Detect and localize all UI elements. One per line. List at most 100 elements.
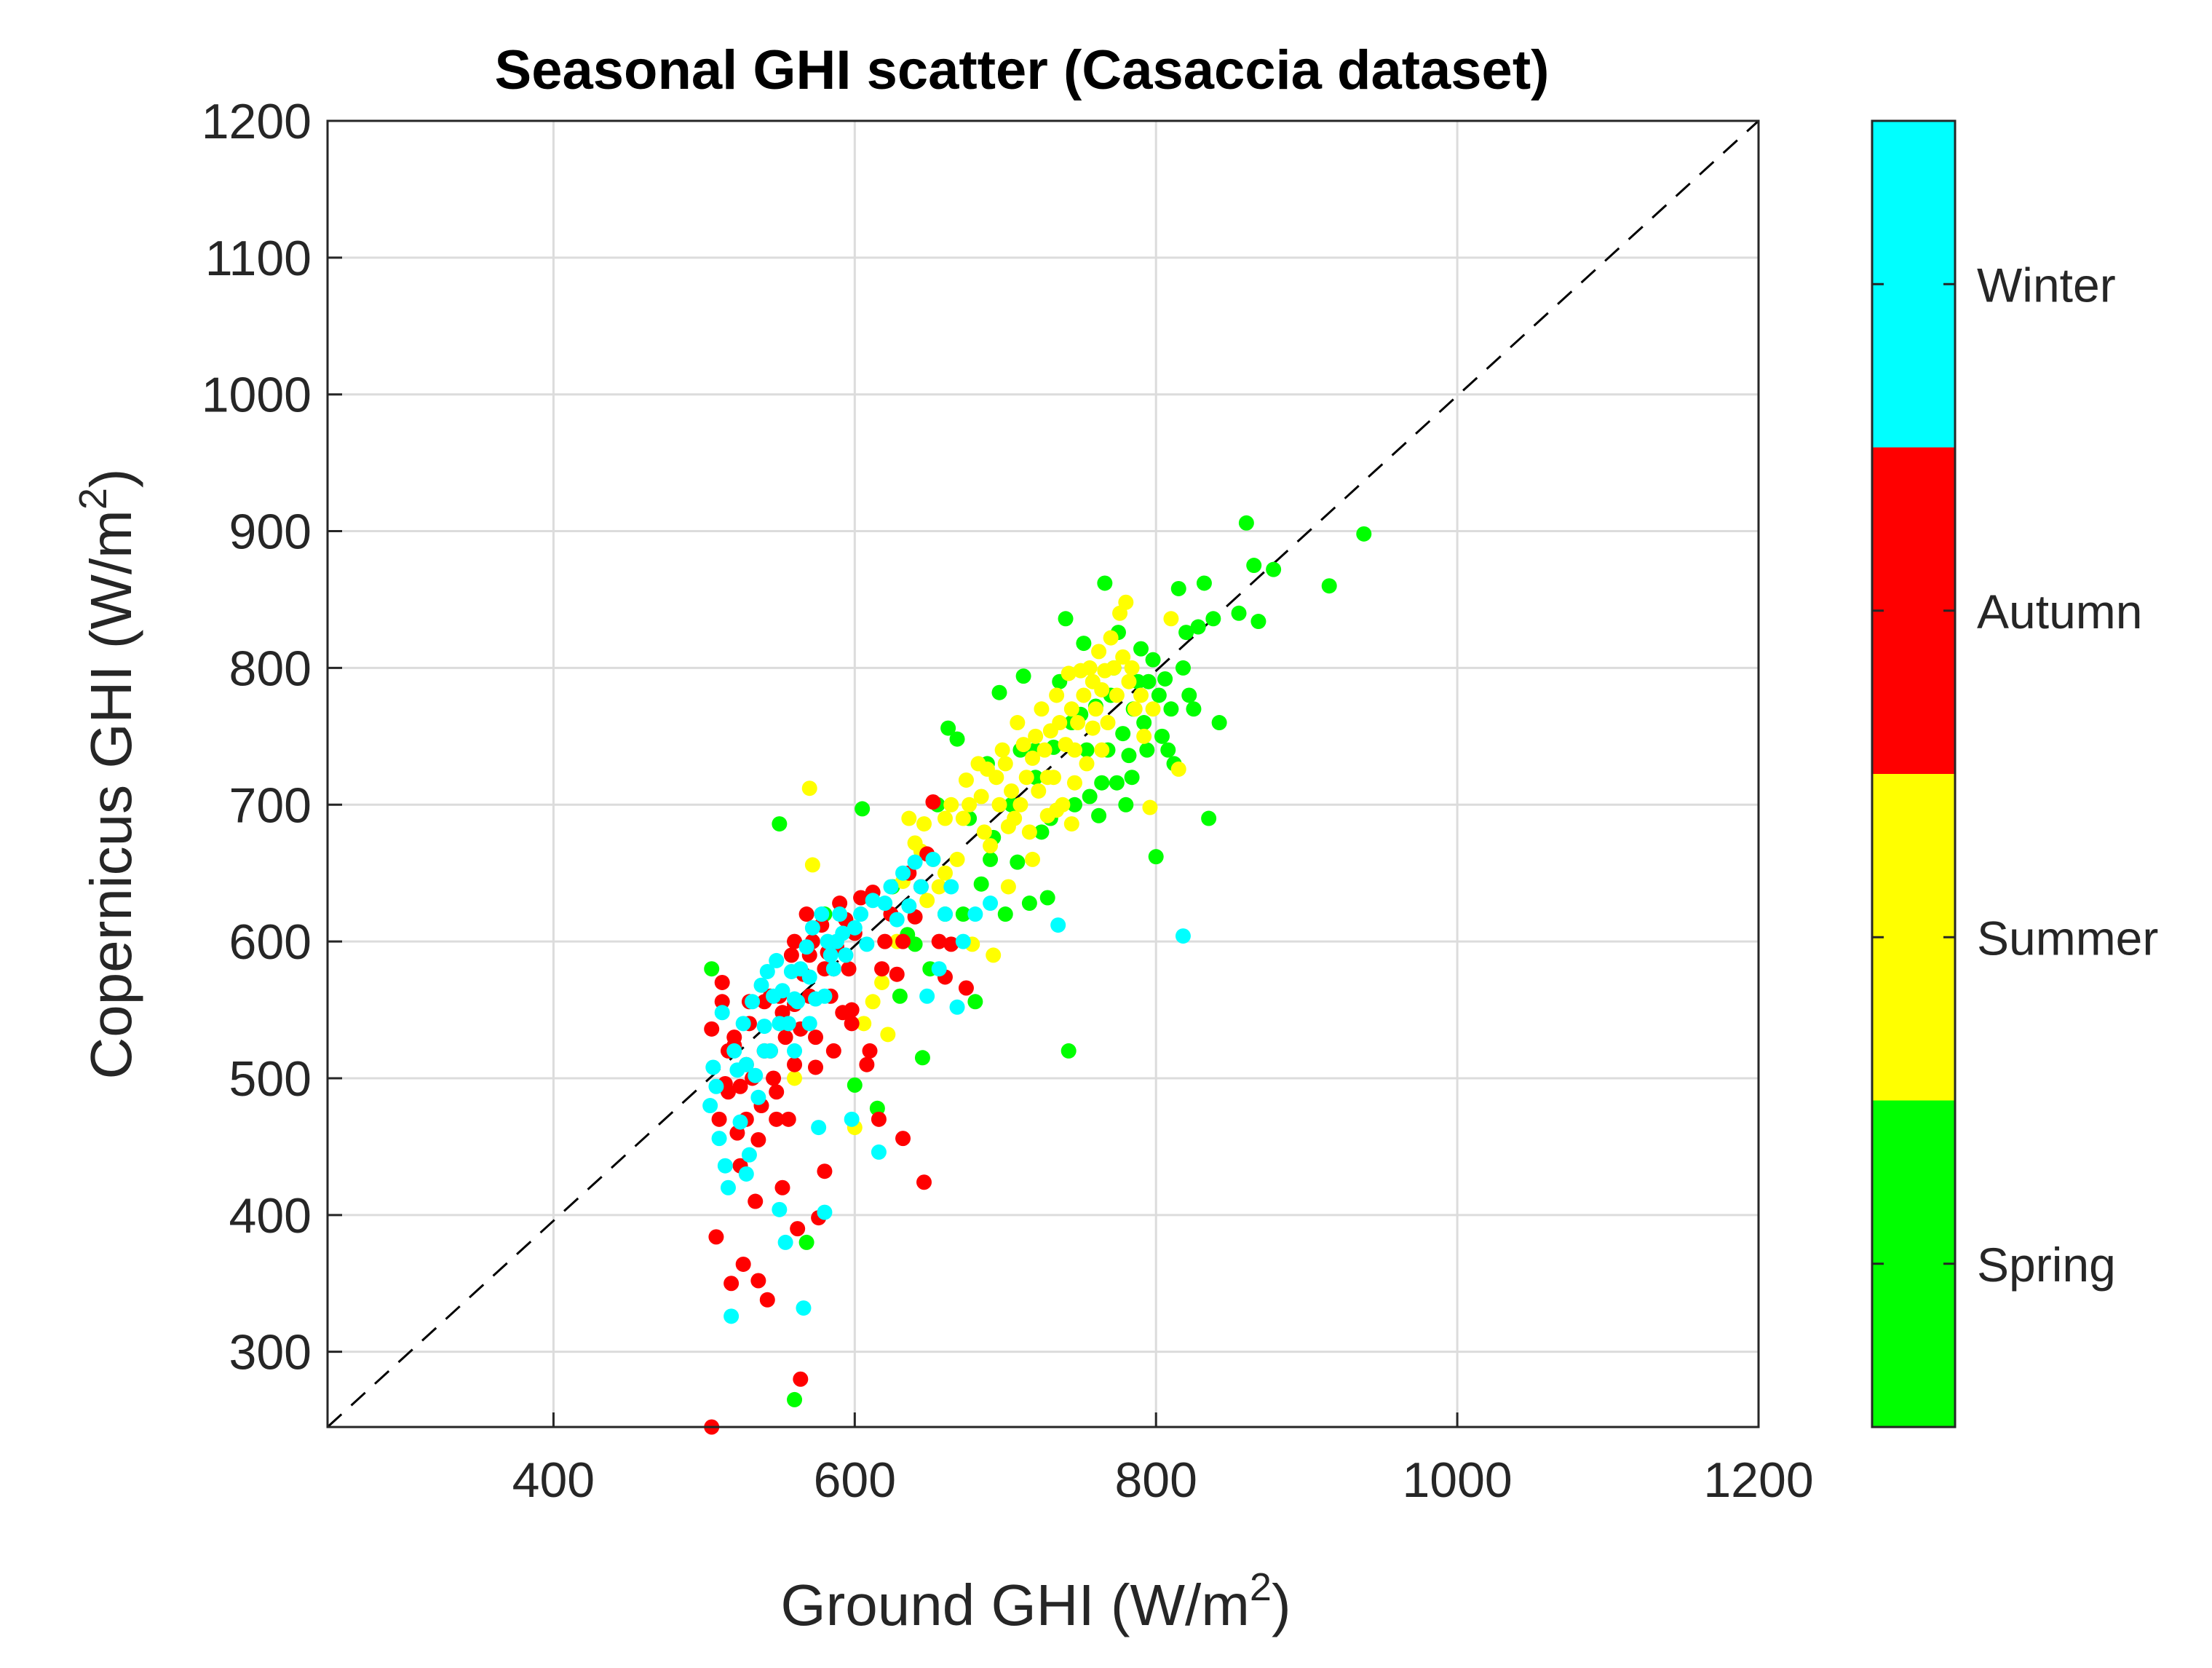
data-point (1066, 742, 1082, 758)
data-point (1154, 728, 1170, 744)
data-point (750, 1273, 766, 1289)
data-point (862, 1043, 878, 1059)
data-point (1160, 742, 1176, 758)
data-point (702, 1098, 718, 1114)
y-tick-label: 1100 (205, 231, 312, 286)
data-point (1061, 665, 1077, 681)
data-point (907, 936, 923, 952)
data-point (777, 1029, 793, 1046)
x-axis-label-end: ) (1272, 1573, 1291, 1637)
data-point (1091, 807, 1107, 823)
data-point (735, 1016, 751, 1032)
data-point (1091, 644, 1107, 660)
data-point (914, 1050, 930, 1066)
x-tick-label: 400 (512, 1452, 595, 1508)
data-point (1121, 673, 1137, 689)
data-point (943, 936, 959, 952)
data-point (892, 988, 908, 1004)
data-point (753, 977, 769, 993)
data-point (943, 879, 959, 895)
data-point (943, 797, 959, 813)
colorbar-frame (1871, 119, 1957, 1428)
data-point (877, 896, 893, 912)
data-point (931, 879, 947, 895)
data-point (1004, 783, 1020, 799)
data-point (931, 933, 947, 949)
y-axis-label-main: Copernicus GHI (W/m (79, 510, 143, 1079)
data-point (1052, 715, 1068, 731)
data-point (1079, 742, 1095, 758)
data-point (916, 816, 932, 832)
data-point (1076, 687, 1092, 703)
data-point (735, 1256, 751, 1272)
data-point (991, 797, 1007, 813)
data-point (793, 1371, 809, 1387)
data-point (1175, 928, 1191, 944)
data-point (825, 1043, 841, 1059)
y-axis-label-superscript: 2 (71, 488, 115, 510)
data-point (1141, 673, 1157, 689)
data-point (1094, 775, 1110, 791)
data-point (1196, 575, 1212, 591)
data-point (801, 1016, 817, 1032)
data-point (738, 1056, 754, 1072)
x-tick-label: 800 (1114, 1452, 1197, 1508)
data-point (973, 788, 989, 805)
data-point (949, 851, 965, 867)
colorbar-segment-winter (1872, 121, 1955, 448)
data-point (1010, 854, 1026, 870)
data-point (983, 838, 999, 854)
data-point (907, 854, 923, 870)
data-point (1321, 578, 1337, 594)
data-point (705, 1059, 721, 1075)
data-point (787, 1070, 803, 1086)
data-point (1118, 594, 1134, 610)
series-summer (787, 594, 1186, 1136)
data-point (726, 1043, 742, 1059)
data-point (1000, 879, 1016, 895)
plot-area-frame (326, 119, 1760, 1428)
data-point (825, 961, 841, 977)
data-point (1148, 849, 1164, 865)
data-point (724, 1276, 740, 1292)
y-tick-label: 400 (229, 1188, 312, 1244)
y-tick-label: 1200 (202, 94, 312, 149)
data-point (1025, 750, 1041, 766)
data-point (750, 1089, 766, 1105)
data-point (1181, 687, 1197, 703)
data-point (1063, 701, 1079, 717)
y-tick-label: 500 (229, 1051, 312, 1107)
data-point (973, 876, 989, 892)
data-point (955, 810, 971, 826)
data-point (750, 1132, 766, 1148)
data-point (796, 1300, 812, 1316)
data-point (1139, 742, 1155, 758)
data-point (787, 933, 803, 949)
data-point (801, 969, 817, 985)
data-point (976, 824, 992, 840)
data-point (817, 1204, 833, 1220)
data-point (983, 896, 999, 912)
data-point (967, 994, 983, 1010)
data-point (937, 810, 953, 826)
data-point (1136, 715, 1152, 731)
data-point (958, 980, 974, 996)
colorbar-label-summer: Summer (1977, 911, 2158, 965)
x-tick-label: 600 (814, 1452, 896, 1508)
data-point (804, 857, 820, 873)
data-point (738, 1166, 754, 1182)
data-point (1050, 917, 1066, 933)
data-point (1231, 605, 1247, 621)
data-point (759, 1292, 775, 1308)
data-point (756, 1043, 772, 1059)
data-point (1082, 788, 1098, 805)
data-point (1031, 783, 1047, 799)
data-point (1133, 687, 1149, 703)
y-tick-label: 1000 (202, 368, 312, 423)
y-tick-label: 600 (229, 914, 312, 970)
data-point (832, 896, 848, 912)
data-point (801, 780, 817, 797)
data-point (983, 851, 999, 867)
data-point (1127, 701, 1143, 717)
data-point (847, 1077, 863, 1093)
